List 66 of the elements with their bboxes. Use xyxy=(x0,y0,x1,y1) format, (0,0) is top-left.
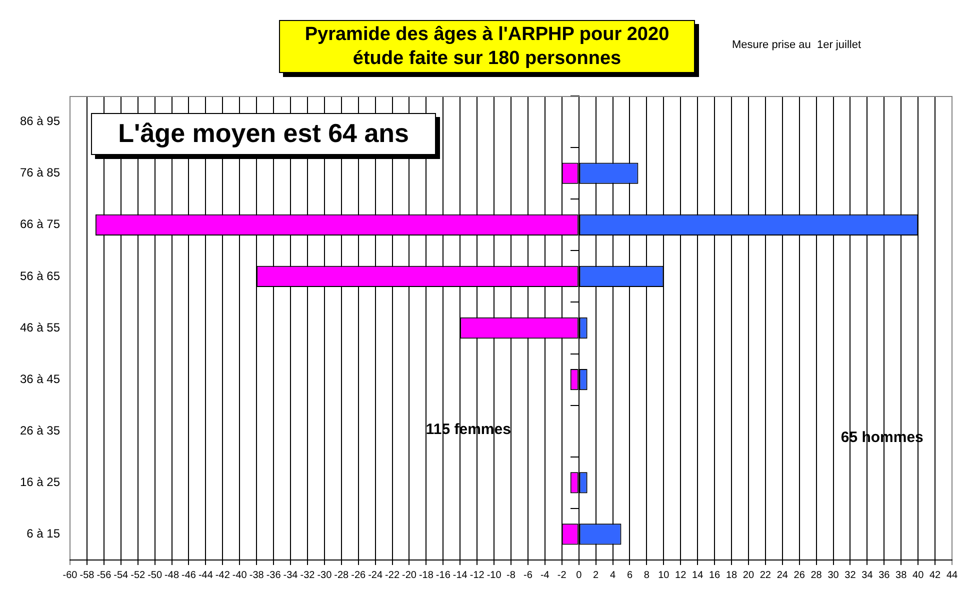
x-tick-label: 4 xyxy=(610,570,616,581)
x-tick-label: -12 xyxy=(470,570,485,581)
x-tick-label: -38 xyxy=(249,570,264,581)
x-tick-label: 40 xyxy=(912,570,924,581)
x-tick-label: 20 xyxy=(742,570,754,581)
x-tick-label: -20 xyxy=(402,570,417,581)
y-tick-label: 26 à 35 xyxy=(20,423,60,438)
x-tick-label: -44 xyxy=(198,570,214,581)
x-tick-label: -26 xyxy=(351,570,366,581)
y-tick-label: 66 à 75 xyxy=(20,217,60,232)
x-tick-label: 36 xyxy=(878,570,890,581)
x-tick-label: -52 xyxy=(130,570,146,581)
x-tick-label: -58 xyxy=(80,570,95,581)
x-tick-label: -6 xyxy=(524,570,533,581)
y-tick-label: 76 à 85 xyxy=(20,166,60,180)
x-tick-label: 10 xyxy=(658,570,670,581)
x-tick-label: -54 xyxy=(114,570,129,581)
y-tick-label: 86 à 95 xyxy=(20,114,60,128)
x-tick-label: 8 xyxy=(644,570,650,581)
annotation: L'âge moyen est 64 ans xyxy=(91,113,436,156)
x-tick-label: 30 xyxy=(828,570,840,581)
x-tick-label: -30 xyxy=(317,570,332,581)
text: Mesure prise au 1er juillet xyxy=(732,39,862,52)
x-tick-label: 44 xyxy=(946,570,958,581)
chart-subtitle: étude faite sur 180 personnes xyxy=(352,47,622,71)
x-tick-label: -16 xyxy=(436,570,451,581)
x-tick-label: -50 xyxy=(148,570,162,581)
x-tick-label: 22 xyxy=(760,570,772,581)
y-tick-label: 16 à 25 xyxy=(20,474,60,489)
x-tick-label: -46 xyxy=(182,570,196,581)
y-tick-label: 6 à 15 xyxy=(26,526,60,541)
x-tick-label: 26 xyxy=(794,570,806,581)
x-tick-label: -24 xyxy=(368,570,383,581)
x-tick-label: 28 xyxy=(810,570,822,581)
x-tick-label: -22 xyxy=(385,570,400,581)
x-tick-label: -40 xyxy=(232,570,248,581)
x-tick-label: 0 xyxy=(576,570,582,581)
x-tick-label: 12 xyxy=(675,570,687,581)
x-tick-label: 14 xyxy=(692,570,704,581)
x-tick-label: 42 xyxy=(929,570,942,581)
y-tick-label: 46 à 55 xyxy=(20,320,60,334)
x-tick-label: -4 xyxy=(540,570,550,581)
x-tick-label: -2 xyxy=(557,570,567,581)
x-tick-label: 38 xyxy=(896,570,908,581)
x-tick-label: -10 xyxy=(486,570,502,581)
x-tick-label: -36 xyxy=(266,570,282,581)
x-tick-label: -60 xyxy=(62,570,78,581)
x-tick-label: 16 xyxy=(708,570,721,581)
chart-title: Pyramide des âges à l'ARPHP pour 2020 xyxy=(304,23,670,47)
x-tick-label: -48 xyxy=(164,570,180,581)
x-tick-label: -32 xyxy=(300,570,316,581)
x-tick-label: 2 xyxy=(593,570,600,581)
x-tick-label: -42 xyxy=(215,570,230,581)
x-tick-label: -34 xyxy=(283,570,298,581)
x-tick-label: 32 xyxy=(844,570,856,581)
x-tick-label: -18 xyxy=(418,570,434,581)
x-tick-label: -28 xyxy=(334,570,350,581)
x-tick-label: -8 xyxy=(506,570,516,581)
x-tick-label: -14 xyxy=(452,570,468,581)
x-tick-label: 6 xyxy=(626,570,633,581)
x-tick-label: 18 xyxy=(726,570,738,581)
y-tick-label: 36 à 45 xyxy=(20,372,60,386)
x-tick-label: 24 xyxy=(776,570,788,581)
x-tick-label: -56 xyxy=(96,570,112,581)
y-tick-label: 56 à 65 xyxy=(20,268,60,283)
x-tick-label: 34 xyxy=(862,570,874,581)
